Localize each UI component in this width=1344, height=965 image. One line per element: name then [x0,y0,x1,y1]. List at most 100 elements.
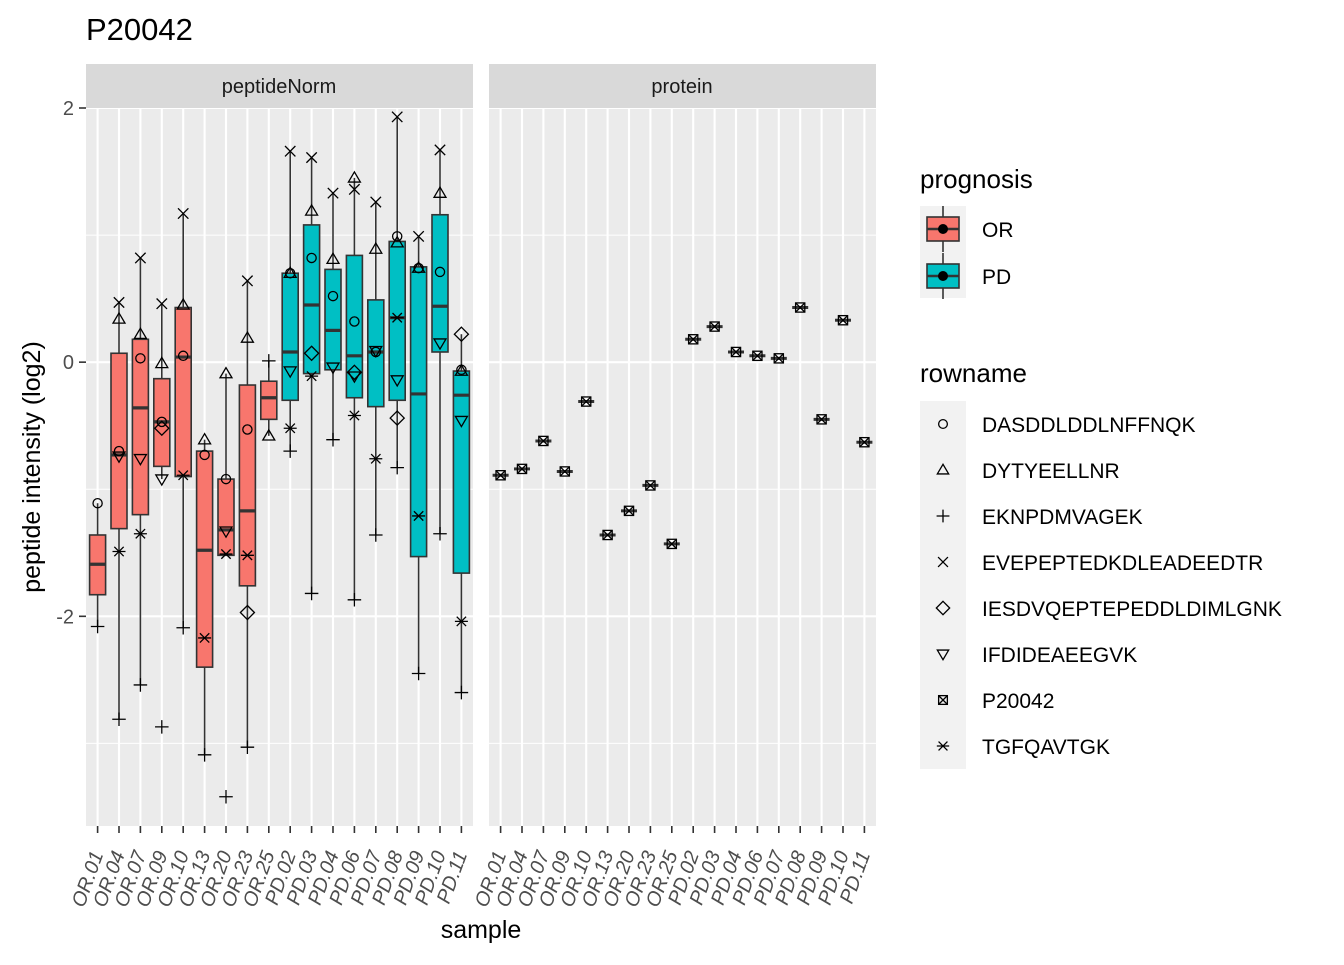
point-DASDDLDDLNFFNQK-OR.04 [113,445,125,457]
legend-rowname-label: IFDIDEAEEGVK [982,644,1137,667]
square-cross-lines [602,529,613,541]
square-glyph [495,470,506,481]
square-cross-lines [773,353,784,364]
protein-point-PD.09 [816,414,827,425]
point-IFDIDEAEEGVK-PD.08 [390,375,405,388]
cross-glyph [412,230,425,243]
point-TGFQAVTGK-OR.20 [219,548,233,560]
circle-glyph [220,473,232,485]
cross-glyph [177,207,189,220]
boxplot-PD.03 [302,157,321,594]
cross-glyph [391,111,403,123]
point-DASDDLDDLNFFNQK-OR.09 [156,416,168,428]
point-EVEPEPTEDKDLEADEEDTR-PD.10 [434,144,446,156]
point-TGFQAVTGK-OR.23 [240,550,254,561]
triangle-down-glyph [133,453,148,466]
square-cross-lines [516,463,528,474]
asterisk-glyph [112,546,126,557]
protein-point-PD.08 [794,302,806,313]
protein-point-PD.03 [709,321,720,332]
point-DYTYEELLNR-PD.06 [347,170,362,183]
point-DASDDLDDLNFFNQK-PD.08 [391,231,403,242]
plus-glyph [283,444,297,458]
point-DYTYEELLNR-PD.10 [432,185,448,198]
asterisk-glyph [369,453,383,464]
asterisk-glyph [219,548,233,560]
legend-rowname-label: EVEPEPTEDKDLEADEEDTR [982,552,1263,575]
protein-point-PD.10 [837,314,849,326]
plus-glyph [176,620,190,635]
plus-glyph [197,748,212,762]
point-DYTYEELLNR-OR.25 [261,428,276,441]
point-DASDDLDDLNFFNQK-OR.10 [177,350,189,362]
legend-rowname-key-plus [936,509,950,523]
point-DYTYEELLNR-PD.09 [411,260,426,273]
plus-glyph [112,712,126,727]
point-EKNPDMVAGEK-OR.09 [155,720,169,734]
legend-rowname-key-cross [937,556,949,568]
circle-glyph [156,416,168,428]
point-IESDVQEPTEPEDDLDIMLGNK-PD.03 [303,345,320,362]
square-cross-lines [538,435,549,447]
box [409,266,428,558]
boxplot-OR.04 [110,302,128,720]
point-DYTYEELLNR-OR.04 [111,311,127,324]
triangle-up-glyph [240,330,255,343]
box [131,338,150,516]
legend-key-point [938,224,948,234]
square-glyph [538,435,549,447]
plus-glyph [936,509,950,523]
triangle-down-glyph [111,451,127,464]
triangle-up-glyph [368,241,383,254]
y-tick-label: 0 [63,352,74,374]
cross-glyph [305,151,318,164]
circle-glyph [242,424,253,435]
circle-glyph [92,497,103,509]
point-EVEPEPTEDKDLEADEEDTR-PD.09 [412,230,425,243]
protein-point-OR.10 [580,396,592,407]
point-DASDDLDDLNFFNQK-OR.01 [92,497,103,509]
circle-glyph [306,252,317,264]
legend-rowname-item-EKNPDMVAGEK: EKNPDMVAGEK [936,506,1143,529]
boxplot-OR.01 [88,503,107,627]
x-axis-label: sample [441,916,522,944]
plus-glyph [133,678,148,692]
box [452,370,471,574]
protein-point-PD.07 [773,353,785,364]
asterisk-glyph [305,370,319,382]
plus-glyph [304,586,319,601]
box [324,268,342,371]
point-EVEPEPTEDKDLEADEEDTR-OR.09 [156,298,168,310]
legend-key-point [938,271,948,281]
legend-rowname-item-IESDVQEPTEPEDDLDIMLGNK: IESDVQEPTEPEDDLDIMLGNK [935,598,1282,621]
circle-glyph [434,266,446,278]
plus-glyph [155,720,169,734]
protein-point-PD.06 [752,350,763,362]
point-IFDIDEAEEGVK-PD.02 [283,366,298,379]
legend-prognosis: OR PD [926,206,1014,299]
point-EVEPEPTEDKDLEADEEDTR-OR.07 [134,252,147,264]
point-EKNPDMVAGEK-OR.13 [197,748,212,762]
point-TGFQAVTGK-PD.03 [305,370,319,382]
square-glyph [602,529,613,541]
point-DYTYEELLNR-PD.02 [283,265,298,279]
triangle-up-glyph [325,251,341,265]
cross-glyph [134,252,147,264]
triangle-down-glyph [347,371,362,384]
triangle-up-glyph [432,185,448,198]
legend-prognosis-item-OR: OR [926,206,1014,252]
protein-point-OR.23 [645,480,656,491]
legend-rowname-item-TGFQAVTGK: TGFQAVTGK [936,736,1110,759]
legend-rowname-key-triangle-down [936,649,950,661]
point-IFDIDEAEEGVK-OR.20 [218,526,234,539]
triangle-down-glyph [390,375,405,388]
boxplot-OR.09 [153,303,171,480]
triangle-down-glyph [283,366,298,379]
point-EKNPDMVAGEK-OR.04 [112,712,126,727]
point-IFDIDEAEEGVK-PD.11 [454,415,469,428]
protein-point-OR.07 [538,435,549,447]
points-layer [90,111,870,804]
point-EVEPEPTEDKDLEADEEDTR-PD.03 [305,151,318,164]
